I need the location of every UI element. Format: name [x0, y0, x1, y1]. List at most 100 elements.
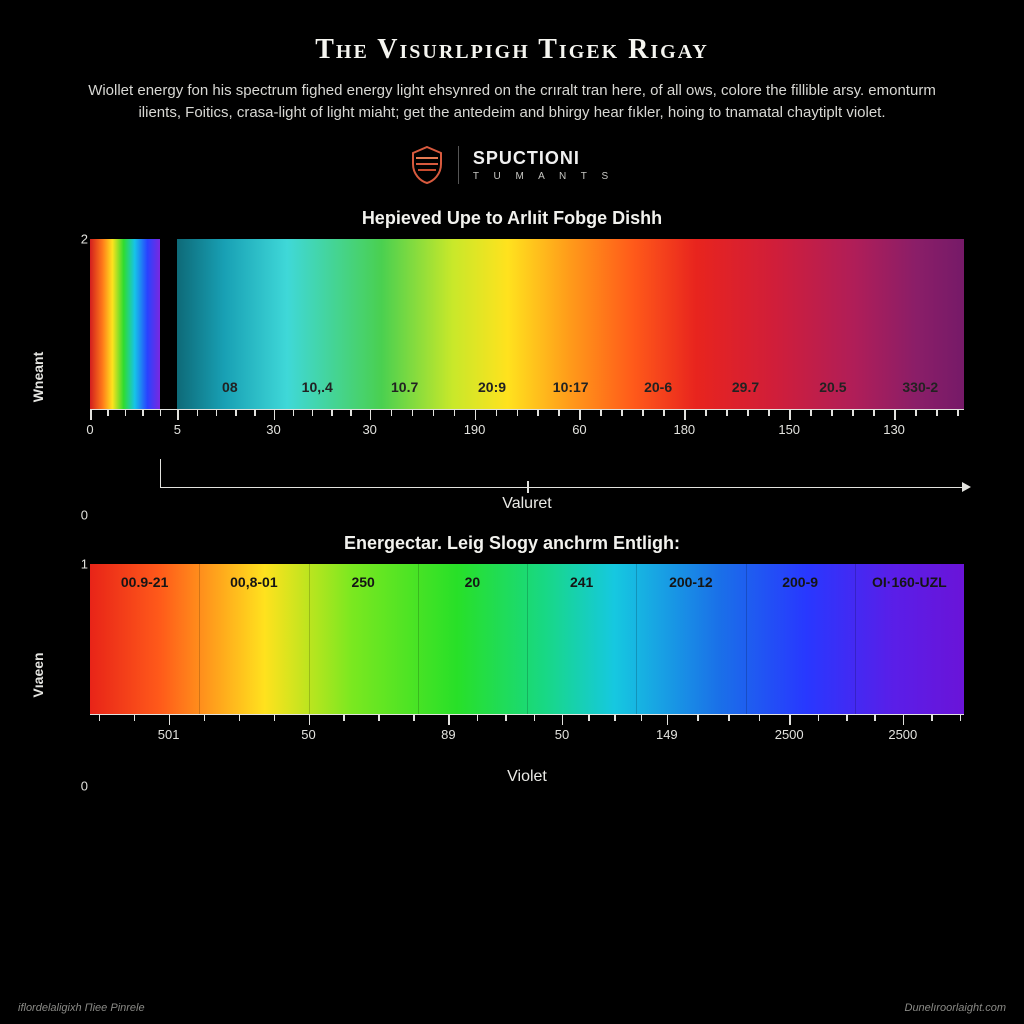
chart2-x-tick	[309, 715, 311, 725]
chart2-x-minor-tick	[413, 715, 415, 721]
chart2-x-tick-label: 149	[656, 727, 678, 742]
chart1-inband-label: 10.7	[391, 379, 418, 395]
chart2-x-minor-tick	[505, 715, 507, 721]
chart1-x-minor-tick	[412, 410, 414, 416]
chart2-x-minor-tick	[818, 715, 820, 721]
chart2-x-axis: 50150895014925002500	[90, 714, 964, 760]
chart1-x-minor-tick	[705, 410, 707, 416]
chart2-y-axis: Vıaeen 1 0	[50, 564, 90, 786]
chart1-x-minor-tick	[312, 410, 314, 416]
chart1-inband-label: 20:9	[478, 379, 506, 395]
chart1-inband-label: 10,.4	[302, 379, 333, 395]
page-subtitle: Wiollet energy fon his spectrum fighed e…	[72, 80, 952, 124]
footer-right: Dunelıroorlaight.com	[905, 1002, 1007, 1014]
chart2-x-minor-tick	[931, 715, 933, 721]
chart1-x-minor-tick	[642, 410, 644, 416]
brand-name: SPUCTIONI	[473, 148, 614, 169]
chart1-arrow-label: Valuret	[502, 495, 552, 513]
chart2-title: Energectar. Leig Slogy anchrm Entligh:	[50, 533, 974, 554]
chart2-x-minor-tick	[534, 715, 536, 721]
chart1-x-tick-label: 0	[86, 422, 93, 437]
chart1-x-minor-tick	[558, 410, 560, 416]
chart2-band-label: 200-12	[669, 574, 713, 590]
chart2-band-separator	[527, 564, 528, 714]
chart2-x-tick-label: 501	[158, 727, 180, 742]
chart2-plot: 00.9-21 00,8-01 250 20 241 200-12 200-9 OI·160-…	[90, 564, 964, 714]
chart1-inband-label: 08	[222, 379, 238, 395]
chart1-x-minor-tick	[216, 410, 218, 416]
chart1-x-minor-tick	[768, 410, 770, 416]
brand-separator	[458, 146, 459, 184]
chart1-x-tick	[370, 410, 372, 420]
chart2-band: 20	[418, 564, 527, 714]
chart2-x-minor-tick	[846, 715, 848, 721]
shield-icon	[410, 146, 444, 184]
chart1-x-minor-tick	[663, 410, 665, 416]
chart2-x-tick	[903, 715, 905, 725]
chart1-x-tick-label: 30	[362, 422, 376, 437]
chart1-x-tick	[177, 410, 179, 420]
chart1-x-tick-label: 190	[464, 422, 486, 437]
chart1-x-minor-tick	[747, 410, 749, 416]
chart1-x-minor-tick	[293, 410, 295, 416]
chart1-y-label: Wneant	[30, 351, 46, 402]
chart1-inband-label: 29.7	[732, 379, 759, 395]
chart1-arrow: Valuret	[90, 459, 964, 515]
chart2-x-minor-tick	[588, 715, 590, 721]
chart2-x-tick	[667, 715, 669, 725]
page-title: The Visurlpigh Tigek Rigay	[50, 34, 974, 66]
chart2-band-label: 00.9-21	[121, 574, 168, 590]
chart1-x-tick	[684, 410, 686, 420]
chart1-x-minor-tick	[454, 410, 456, 416]
chart1-x-tick	[789, 410, 791, 420]
chart1: Hepieved Upe to Arlıit Fobge Dishh Wnean…	[50, 208, 974, 515]
chart1-inband-label: 330-2	[902, 379, 938, 395]
chart1-x-tick-label: 130	[883, 422, 905, 437]
chart1-x-tick-label: 30	[266, 422, 280, 437]
chart2-band-label: 20	[465, 574, 481, 590]
chart2-x-minor-tick	[728, 715, 730, 721]
chart2-band-separator	[199, 564, 200, 714]
chart2-x-minor-tick	[99, 715, 101, 721]
chart2-band: OI·160-UZL	[855, 564, 964, 714]
chart1-x-minor-tick	[125, 410, 127, 416]
chart2-x-minor-tick	[274, 715, 276, 721]
chart1-x-minor-tick	[254, 410, 256, 416]
chart1-x-minor-tick	[331, 410, 333, 416]
chart1-x-minor-tick	[810, 410, 812, 416]
chart2-band-label: OI·160-UZL	[872, 574, 947, 590]
chart2-x-minor-tick	[697, 715, 699, 721]
chart2-x-tick	[448, 715, 450, 725]
chart1-x-minor-tick	[235, 410, 237, 416]
chart1-x-minor-tick	[350, 410, 352, 416]
chart1-inband-label: 20-6	[644, 379, 672, 395]
chart2-band-label: 241	[570, 574, 593, 590]
chart2-x-minor-tick	[614, 715, 616, 721]
chart1-x-minor-tick	[107, 410, 109, 416]
chart2-x-tick	[562, 715, 564, 725]
chart1-plot: 0810,.410.720:910:1720-629.720.5330-2	[90, 239, 964, 409]
chart2-x-tick-label: 89	[441, 727, 455, 742]
chart1-x-minor-tick	[915, 410, 917, 416]
chart1-x-tick	[579, 410, 581, 420]
chart1-x-minor-tick	[600, 410, 602, 416]
chart2-band: 200-9	[746, 564, 855, 714]
chart1-x-minor-tick	[936, 410, 938, 416]
chart1-mini-spectrum	[90, 239, 160, 409]
chart2-x-minor-tick	[204, 715, 206, 721]
chart2-y-tick: 1	[81, 556, 88, 571]
chart2-band-label: 00,8-01	[230, 574, 277, 590]
chart2-band-label: 250	[351, 574, 374, 590]
chart1-x-minor-tick	[160, 410, 162, 416]
chart2-x-tick	[169, 715, 171, 725]
chart1-x-minor-tick	[537, 410, 539, 416]
chart1-x-minor-tick	[957, 410, 959, 416]
chart1-x-tick-label: 60	[572, 422, 586, 437]
chart1-x-minor-tick	[517, 410, 519, 416]
footer-left: iflordelaligiхh Пiee Pinrele	[18, 1002, 145, 1014]
chart2-y-tick: 0	[81, 778, 88, 793]
chart2-band: 00.9-21	[90, 564, 199, 714]
chart1-x-minor-tick	[873, 410, 875, 416]
chart1-inband-label: 10:17	[553, 379, 589, 395]
chart1-x-minor-tick	[852, 410, 854, 416]
